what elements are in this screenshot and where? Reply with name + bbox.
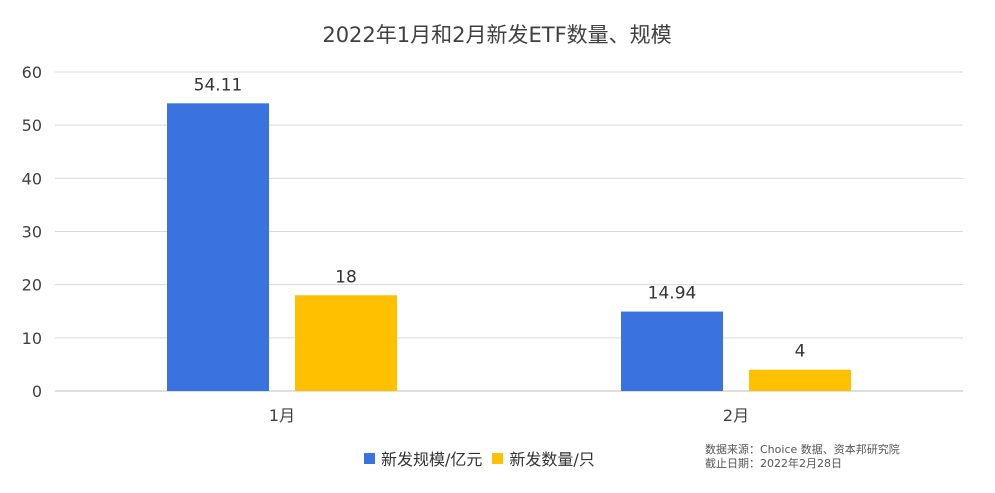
y-axis: 0 10 20 30 40 50 60 [22, 63, 42, 401]
data-label: 14.94 [648, 284, 697, 304]
cutoff-date-line: 截止日期：2022年2月28日 [705, 457, 842, 470]
y-tick-label: 40 [22, 169, 42, 188]
data-label: 54.11 [194, 75, 243, 95]
y-tick-label: 60 [22, 63, 42, 82]
x-tick-label: 2月 [723, 406, 749, 425]
legend-label-count: 新发数量/只 [509, 450, 595, 469]
bar-count-2 [749, 369, 851, 391]
y-tick-label: 10 [22, 329, 42, 348]
legend: 新发规模/亿元 新发数量/只 [364, 446, 605, 470]
y-tick-label: 50 [22, 116, 42, 135]
legend-item-scale: 新发规模/亿元 [364, 446, 482, 470]
legend-label-scale: 新发规模/亿元 [381, 450, 483, 469]
source-line: 数据来源：Choice 数据、资本邦研究院 [705, 443, 900, 456]
y-tick-label: 30 [22, 223, 42, 242]
chart-title: 2022年1月和2月新发ETF数量、规模 [322, 23, 671, 47]
bar-scale-1 [167, 103, 269, 391]
y-tick-label: 0 [32, 382, 42, 401]
y-tick-label: 20 [22, 276, 42, 295]
legend-swatch-count [492, 452, 504, 464]
bar-count-1 [295, 295, 397, 391]
x-tick-label: 1月 [269, 406, 295, 425]
source-note: 数据来源：Choice 数据、资本邦研究院 截止日期：2022年2月28日 [705, 443, 900, 471]
bars: 54.11 18 14.94 4 [167, 75, 851, 391]
data-label: 18 [335, 267, 357, 287]
bar-scale-2 [621, 311, 723, 391]
x-axis: 1月 2月 [269, 406, 749, 425]
legend-item-count: 新发数量/只 [492, 446, 595, 470]
legend-swatch-scale [364, 452, 375, 464]
data-label: 4 [795, 342, 806, 362]
